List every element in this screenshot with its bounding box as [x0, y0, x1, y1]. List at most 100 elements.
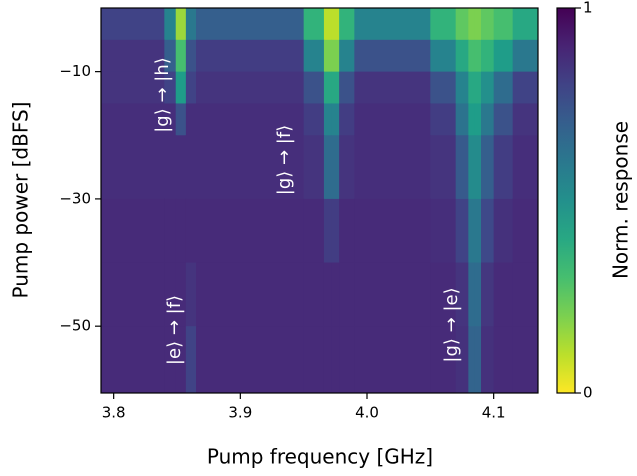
heatmap-cell: [474, 326, 482, 394]
heatmap-cell: [303, 39, 325, 73]
heatmap-cell: [331, 198, 340, 264]
heatmap-cell: [455, 8, 469, 41]
heatmap-cell: [196, 39, 305, 73]
heatmap-cell: [175, 39, 187, 73]
heatmap-cell: [481, 326, 495, 394]
heatmap-cell: [185, 8, 197, 41]
heatmap-cell: [331, 39, 340, 73]
heatmap-cell: [512, 262, 539, 327]
heatmap-cell: [175, 8, 187, 41]
heatmap-cell: [493, 198, 514, 264]
heatmap-cell: [175, 198, 187, 264]
heatmap-cell: [331, 71, 340, 104]
heatmap-cell: [455, 135, 469, 200]
heatmap-cell: [354, 262, 431, 327]
heatmap-cell: [430, 71, 457, 104]
heatmap-cell: [474, 39, 482, 73]
heatmap-cell: [474, 103, 482, 136]
x-tick-label: 3.9: [228, 404, 252, 422]
heatmap-cell: [468, 198, 476, 264]
heatmap-cell: [196, 198, 305, 264]
heatmap-cell: [493, 135, 514, 200]
heatmap-cell: [468, 39, 476, 73]
heatmap-cell: [493, 326, 514, 394]
heatmap-cell: [468, 326, 476, 394]
heatmap-cell: [331, 8, 340, 41]
heatmap-cell: [512, 71, 539, 104]
heatmap-cell: [354, 8, 431, 41]
heatmap-cell: [430, 8, 457, 41]
heatmap-cell: [196, 71, 305, 104]
heatmap-cell: [430, 262, 457, 327]
heatmap-cell: [512, 39, 539, 73]
heatmap-cell: [354, 326, 431, 394]
heatmap-cell: [164, 103, 177, 136]
heatmap-cell: [323, 39, 333, 73]
heatmap-cell: [493, 262, 514, 327]
heatmap-cell: [512, 198, 539, 264]
heatmap-cell: [354, 71, 431, 104]
heatmap-cell: [354, 135, 431, 200]
heatmap-cell: [493, 103, 514, 136]
heatmap-cell: [196, 326, 305, 394]
colorbar-tick-label: 1: [583, 0, 593, 17]
heatmap-cell: [354, 103, 431, 136]
heatmap-cell: [101, 71, 165, 104]
heatmap-cell: [185, 39, 197, 73]
heatmap-cell: [175, 135, 187, 200]
heatmap-cell: [512, 326, 539, 394]
heatmap-cell: [101, 103, 165, 136]
heatmap-cell: [468, 8, 476, 41]
heatmap-cell: [455, 326, 469, 394]
heatmap-cell: [430, 198, 457, 264]
heatmap-cell: [303, 326, 325, 394]
heatmap-cell: [303, 71, 325, 104]
heatmap-cell: [474, 198, 482, 264]
heatmap-cell: [474, 71, 482, 104]
heatmap-cell: [455, 198, 469, 264]
heatmap-cell: [185, 135, 197, 200]
heatmap-cell: [101, 8, 165, 41]
heatmap-cell: [512, 8, 539, 41]
x-axis-label: Pump frequency [GHz]: [207, 445, 433, 469]
heatmap-cell: [101, 39, 165, 73]
heatmap-cell: [512, 103, 539, 136]
heatmap-cell: [175, 326, 187, 394]
heatmap-cell: [196, 262, 305, 327]
heatmap-cell: [481, 135, 495, 200]
heatmap-cell: [481, 262, 495, 327]
heatmap-cell: [455, 262, 469, 327]
heatmap-cell: [164, 8, 177, 41]
heatmap-cell: [481, 39, 495, 73]
heatmap-cell: [468, 135, 476, 200]
heatmap-cell: [331, 103, 340, 136]
heatmap-cell: [323, 71, 333, 104]
heatmap-cell: [430, 103, 457, 136]
heatmap-cell: [323, 8, 333, 41]
heatmap-cell: [493, 8, 514, 41]
heatmap-cell: [303, 135, 325, 200]
heatmap-cell: [493, 39, 514, 73]
heatmap-cell: [468, 262, 476, 327]
heatmap-cell: [164, 198, 177, 264]
colorbar-tick-label: 0: [583, 384, 593, 402]
heatmap-cell: [196, 135, 305, 200]
heatmap-cell: [339, 198, 355, 264]
heatmap-cell: [303, 262, 325, 327]
heatmap-cell: [185, 198, 197, 264]
heatmap-cell: [331, 326, 340, 394]
heatmap-cell: [455, 39, 469, 73]
heatmap-cell: [185, 262, 197, 327]
heatmap-cell: [493, 71, 514, 104]
heatmap-cell: [339, 326, 355, 394]
heatmap-cell: [468, 103, 476, 136]
annotation: |e⟩ → |f⟩: [164, 295, 185, 365]
heatmap-cell: [474, 8, 482, 41]
heatmap-cell: [323, 262, 333, 327]
heatmap-cell: [430, 39, 457, 73]
heatmap-cell: [339, 39, 355, 73]
heatmap-cell: [175, 262, 187, 327]
colorbar-label: Norm. response: [609, 121, 633, 279]
heatmap-cell: [196, 8, 305, 41]
